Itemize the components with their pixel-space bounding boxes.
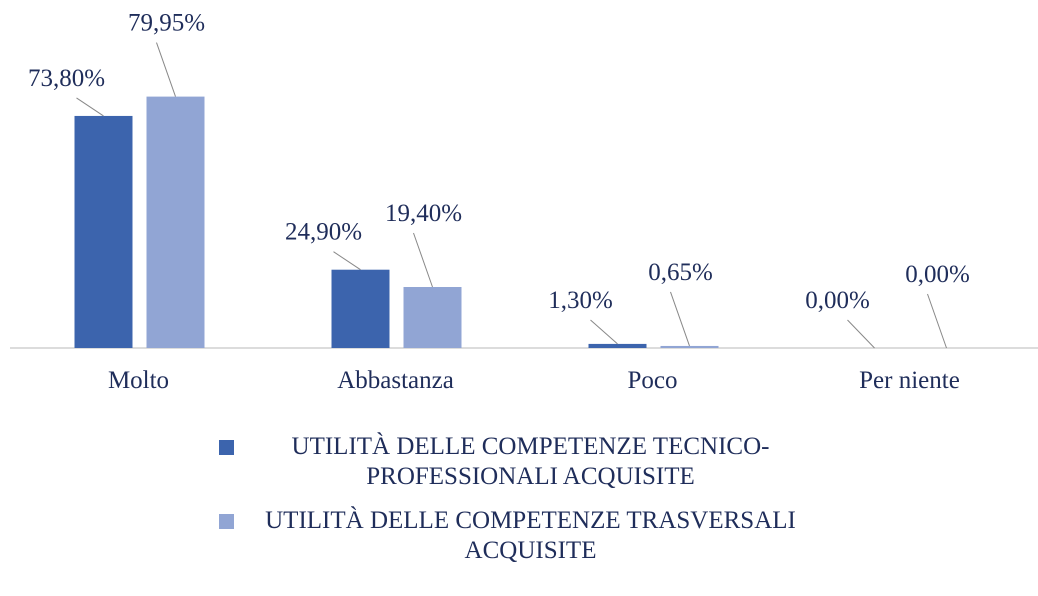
data-label: 0,00% [905, 261, 970, 288]
x-tick-label: Abbastanza [337, 367, 454, 394]
leader-line [76, 97, 104, 117]
leader-line [927, 293, 947, 349]
bar [146, 96, 205, 348]
bar [660, 345, 719, 348]
data-label: 0,65% [648, 259, 713, 286]
leader-line [156, 42, 176, 97]
legend-item: UTILITÀ DELLE COMPETENZE TRASVERSALI ACQ… [219, 506, 819, 566]
data-label: 79,95% [128, 10, 205, 37]
leader-line [590, 319, 618, 345]
leader-line [333, 251, 361, 271]
data-label: 24,90% [285, 219, 362, 246]
data-label: 0,00% [805, 287, 870, 314]
legend-label: UTILITÀ DELLE COMPETENZE TRASVERSALI ACQ… [265, 507, 796, 564]
leader-line [413, 232, 433, 288]
bar [74, 115, 133, 348]
bar [588, 343, 647, 348]
x-tick-label: Poco [628, 367, 678, 394]
data-label: 1,30% [548, 287, 613, 314]
legend-label: UTILITÀ DELLE COMPETENZE TECNICO-PROFESS… [291, 433, 770, 490]
leader-line [847, 319, 875, 349]
legend-item: UTILITÀ DELLE COMPETENZE TECNICO-PROFESS… [219, 432, 819, 492]
data-label: 73,80% [28, 65, 105, 92]
legend-swatch [219, 514, 234, 529]
leader-line [670, 291, 690, 347]
legend: UTILITÀ DELLE COMPETENZE TECNICO-PROFESS… [0, 432, 1038, 566]
plot: Molto 73,80% 79,95% Abbastanza 24,90% 19,40% P… [10, 10, 1038, 394]
x-tick-label: Molto [108, 367, 169, 394]
bar [331, 269, 390, 348]
bar [403, 286, 462, 348]
x-tick-label: Per niente [859, 367, 960, 394]
legend-swatch [219, 440, 234, 455]
data-label: 19,40% [385, 200, 462, 227]
